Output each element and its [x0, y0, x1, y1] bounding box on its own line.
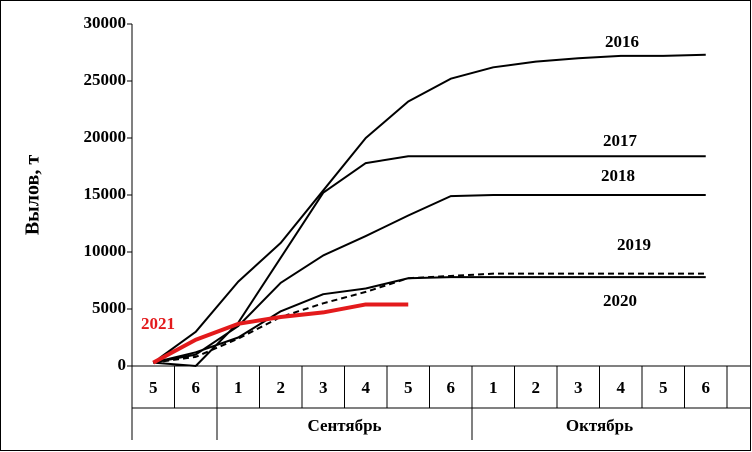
x-tick-label: 3: [319, 378, 328, 397]
y-tick-label: 10000: [84, 241, 127, 260]
y-tick-label: 15000: [84, 184, 127, 203]
x-tick-label: 6: [702, 378, 711, 397]
x-tick-label: 1: [234, 378, 243, 397]
x-tick-label: 3: [574, 378, 583, 397]
y-tick-label: 5000: [92, 298, 126, 317]
x-tick-label: 5: [659, 378, 668, 397]
series-line: [153, 155, 706, 367]
y-tick-label: 0: [118, 355, 127, 374]
y-axis-label: Вылов, т: [22, 155, 44, 235]
x-tick-label: 6: [192, 378, 201, 397]
x-tick-label: 1: [489, 378, 498, 397]
x-tick-label: 4: [617, 378, 626, 397]
x-tick-label: 6: [447, 378, 456, 397]
x-tick-label: 2: [277, 378, 286, 397]
series-label: 2021: [141, 314, 175, 333]
x-tick-label: 5: [149, 378, 158, 397]
series-label: 2020: [603, 291, 637, 310]
series-line: [153, 276, 706, 364]
y-tick-label: 25000: [84, 70, 127, 89]
y-tick-label: 30000: [84, 13, 127, 32]
x-tick-label: 2: [532, 378, 541, 397]
x-tick-label: 5: [404, 378, 413, 397]
series-label: 2016: [605, 32, 639, 51]
series-label: 2018: [601, 166, 635, 185]
series-line: [153, 194, 706, 364]
series-label: 2017: [603, 131, 638, 150]
group-label: Октябрь: [566, 416, 633, 435]
group-label: Сентябрь: [307, 416, 381, 435]
series-label: 2019: [617, 235, 651, 254]
series-line: [152, 302, 409, 365]
series-line: [152, 53, 706, 364]
y-tick-label: 20000: [84, 127, 127, 146]
x-tick-label: 4: [362, 378, 371, 397]
